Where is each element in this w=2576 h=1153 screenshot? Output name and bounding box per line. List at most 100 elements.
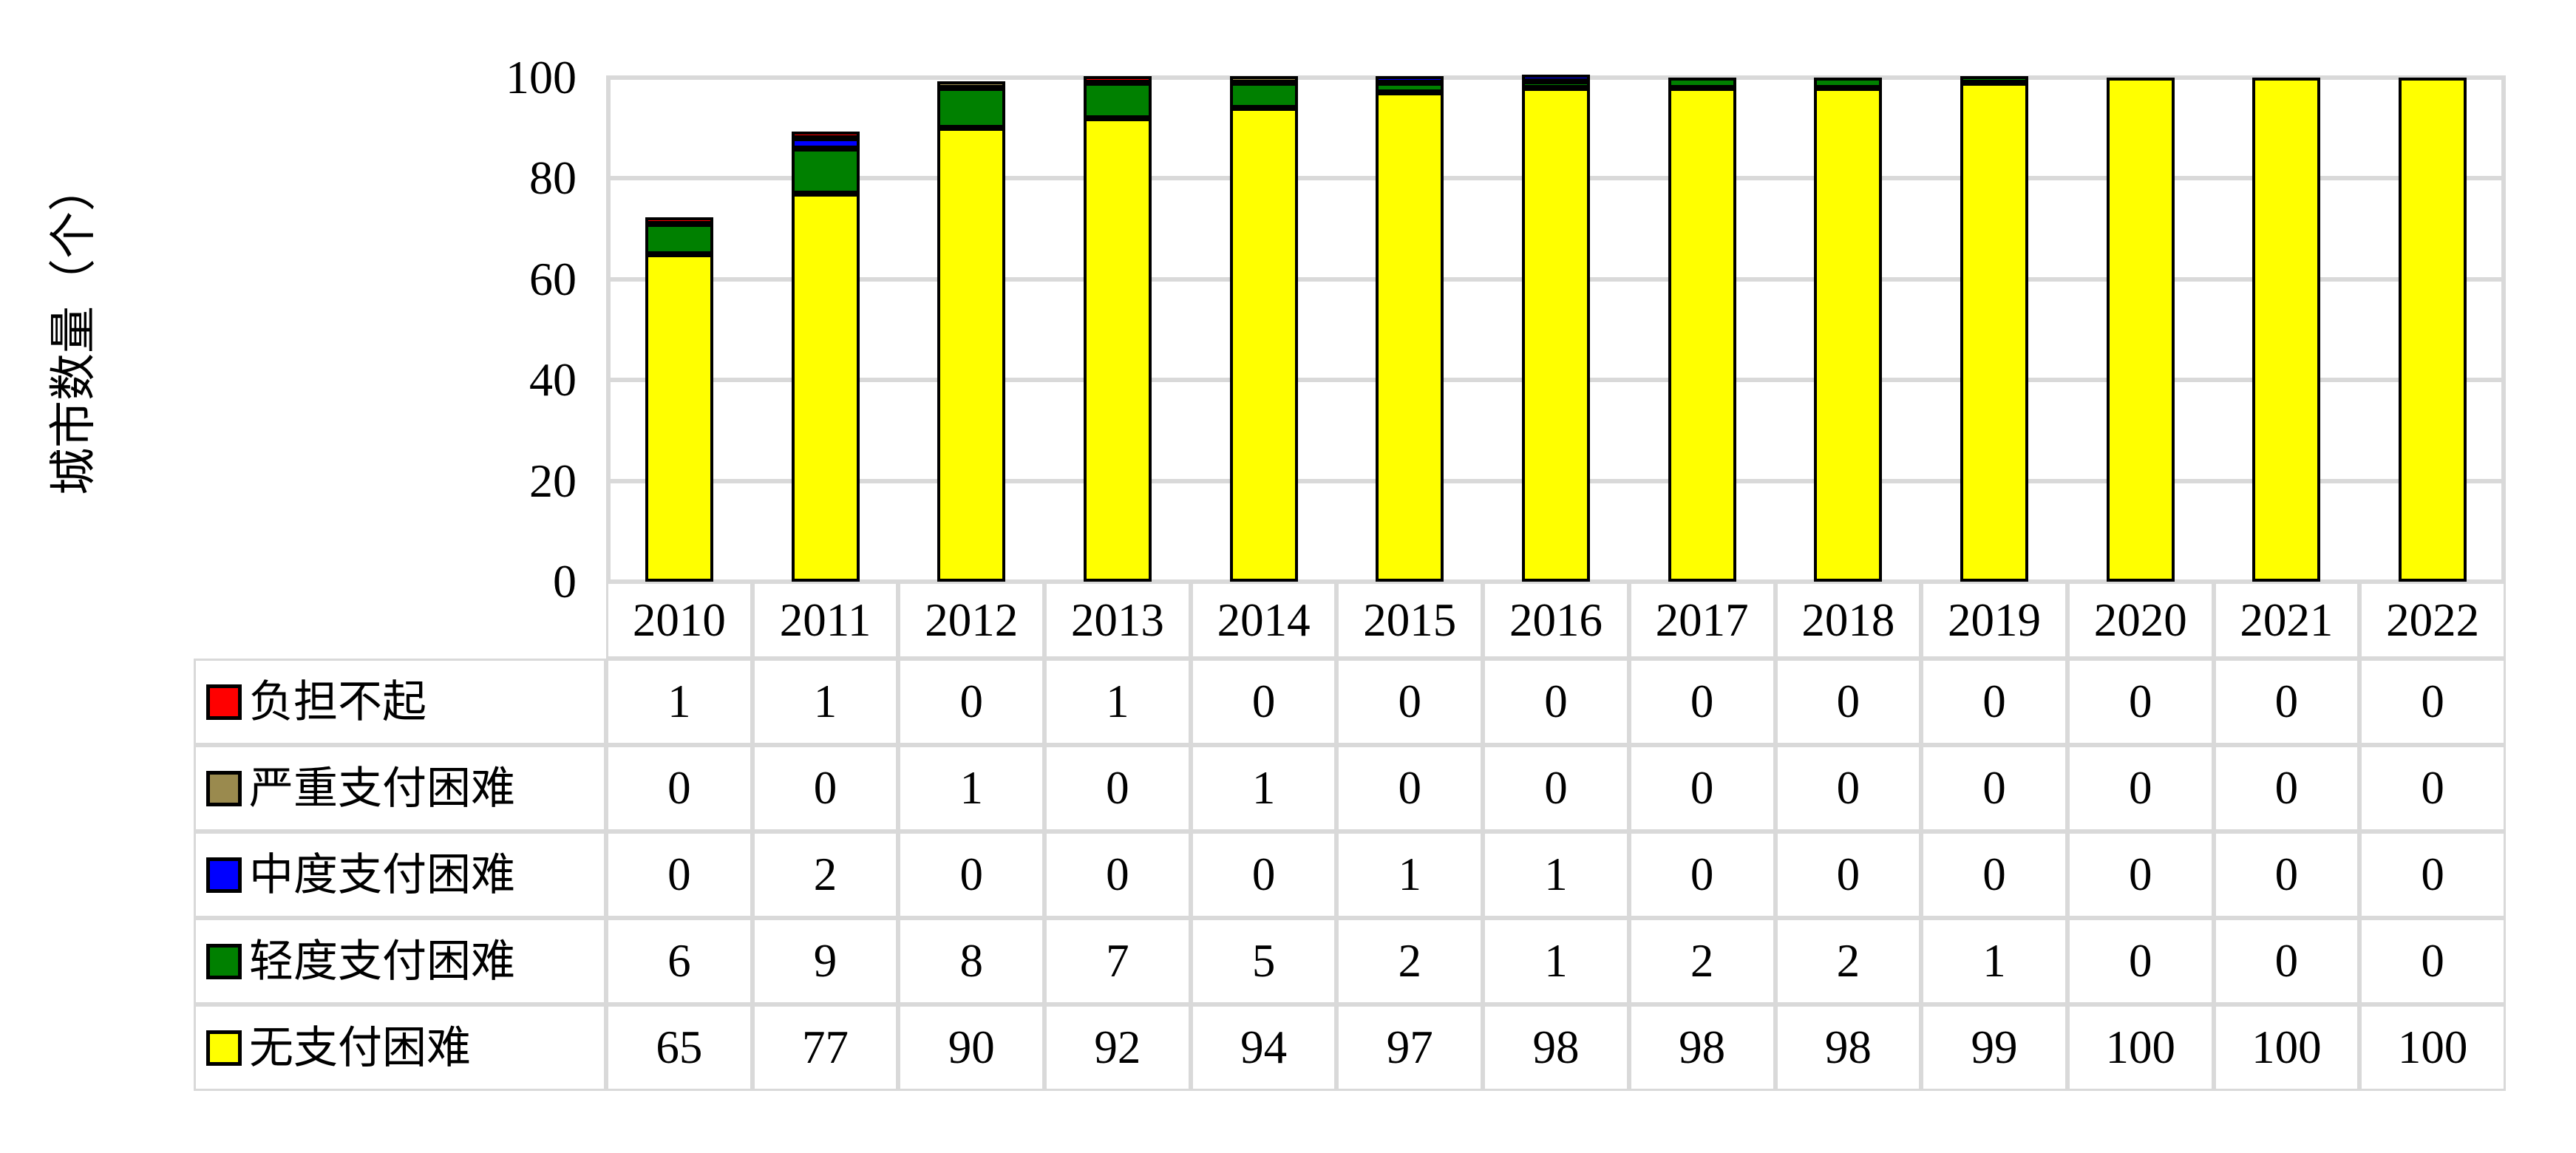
bar-segment-无支付困难	[1668, 87, 1736, 582]
value-cell: 100	[2359, 1004, 2506, 1091]
bar-segment-轻度支付困难	[791, 148, 860, 194]
bar-segment-轻度支付困难	[1522, 81, 1590, 88]
bar-segment-负担不起	[645, 217, 713, 224]
bar-segment-中度支付困难	[1522, 75, 1590, 82]
value-cell: 1	[1483, 918, 1629, 1004]
bar-2020	[2106, 78, 2175, 582]
bar-segment-中度支付困难	[1376, 76, 1444, 83]
year-header-cell: 2017	[1628, 582, 1775, 659]
value-cell: 100	[2213, 1004, 2360, 1091]
value-cell: 0	[1775, 831, 1922, 918]
value-cell: 0	[2213, 918, 2360, 1004]
legend-cell: 负担不起	[194, 659, 606, 745]
value-cell: 0	[2213, 745, 2360, 831]
legend-cell: 轻度支付困难	[194, 918, 606, 1004]
legend-cell: 严重支付困难	[194, 745, 606, 831]
y-axis-tick-label: 60	[529, 252, 577, 305]
year-header-cell: 2010	[606, 582, 752, 659]
legend-swatch-icon	[206, 684, 242, 720]
value-cell: 0	[2359, 831, 2506, 918]
value-cell: 0	[1775, 659, 1922, 745]
value-cell: 0	[1628, 831, 1775, 918]
legend-label: 轻度支付困难	[249, 936, 515, 986]
value-cell: 0	[2067, 831, 2214, 918]
bar-2010	[645, 217, 713, 582]
bar-segment-无支付困难	[1376, 92, 1444, 582]
year-header-cell: 2011	[752, 582, 899, 659]
value-cell: 1	[606, 659, 752, 745]
bar-segment-轻度支付困难	[1960, 76, 2029, 83]
y-axis-tick-label: 40	[529, 353, 577, 407]
bar-2015	[1376, 76, 1444, 582]
year-header-cell: 2018	[1775, 582, 1922, 659]
legend-cell: 无支付困难	[194, 1004, 606, 1091]
plot-border	[2501, 78, 2506, 582]
bar-segment-中度支付困难	[791, 137, 860, 149]
value-cell: 0	[898, 659, 1045, 745]
value-cell: 99	[1921, 1004, 2067, 1091]
value-cell: 0	[1921, 659, 2067, 745]
value-cell: 90	[898, 1004, 1045, 1091]
legend-label: 负担不起	[249, 677, 426, 727]
bar-segment-无支付困难	[2106, 78, 2175, 582]
value-cell: 2	[1336, 918, 1484, 1004]
value-cell: 94	[1190, 1004, 1337, 1091]
bar-segment-轻度支付困难	[1814, 78, 1883, 88]
value-cell: 8	[898, 918, 1045, 1004]
value-cell: 0	[2067, 659, 2214, 745]
value-cell: 0	[1483, 745, 1629, 831]
bar-segment-无支付困难	[645, 254, 713, 582]
legend-swatch-icon	[206, 770, 242, 806]
value-cell: 98	[1483, 1004, 1629, 1091]
value-cell: 0	[1628, 659, 1775, 745]
bar-segment-无支付困难	[937, 128, 1006, 582]
value-cell: 0	[2359, 745, 2506, 831]
year-header-cell: 2015	[1336, 582, 1484, 659]
legend-label: 无支付困难	[249, 1023, 471, 1072]
plot-border	[606, 78, 611, 582]
legend-cell: 中度支付困难	[194, 831, 606, 918]
bar-segment-负担不起	[1083, 76, 1152, 83]
year-header-cell: 2020	[2067, 582, 2214, 659]
legend-swatch-icon	[206, 857, 242, 893]
value-cell: 77	[752, 1004, 899, 1091]
value-cell: 0	[1336, 745, 1484, 831]
bar-2019	[1960, 76, 2029, 582]
bar-segment-无支付困难	[2399, 78, 2467, 582]
value-cell: 1	[752, 659, 899, 745]
value-cell: 5	[1190, 918, 1337, 1004]
value-cell: 2	[1628, 918, 1775, 1004]
value-cell: 0	[606, 745, 752, 831]
bar-segment-轻度支付困难	[1083, 82, 1152, 118]
value-cell: 0	[1044, 831, 1191, 918]
bar-segment-无支付困难	[1814, 87, 1883, 582]
value-cell: 0	[2213, 659, 2360, 745]
bar-2011	[791, 132, 860, 582]
legend-label: 中度支付困难	[249, 850, 515, 899]
bar-2021	[2252, 78, 2321, 582]
legend-label: 严重支付困难	[249, 763, 515, 813]
bar-segment-轻度支付困难	[937, 87, 1006, 129]
year-header-cell: 2022	[2359, 582, 2506, 659]
bar-segment-无支付困难	[1960, 82, 2029, 582]
value-cell: 6	[606, 918, 752, 1004]
value-cell: 0	[1921, 831, 2067, 918]
value-cell: 1	[1044, 659, 1191, 745]
value-cell: 0	[2067, 918, 2214, 1004]
value-cell: 0	[2359, 918, 2506, 1004]
value-cell: 0	[898, 831, 1045, 918]
value-cell: 0	[606, 831, 752, 918]
value-cell: 0	[1044, 745, 1191, 831]
year-header-cell: 2013	[1044, 582, 1191, 659]
value-cell: 9	[752, 918, 899, 1004]
value-cell: 0	[1336, 659, 1484, 745]
y-axis-tick-label: 100	[506, 51, 577, 103]
y-axis-tick-label: 20	[529, 454, 577, 507]
value-cell: 1	[1483, 831, 1629, 918]
value-cell: 0	[752, 745, 899, 831]
bar-segment-负担不起	[791, 132, 860, 138]
value-cell: 0	[1190, 659, 1337, 745]
value-cell: 1	[1190, 745, 1337, 831]
bar-segment-严重支付困难	[937, 81, 1006, 88]
